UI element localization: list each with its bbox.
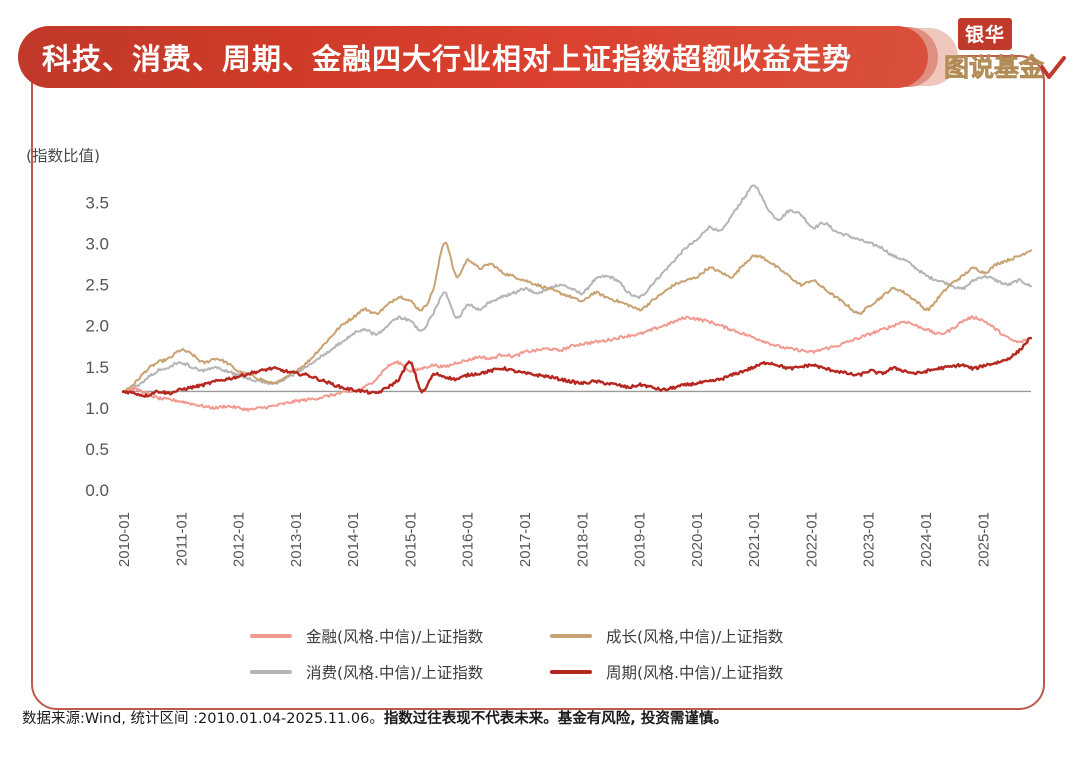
brand-logo: 银华 图说基金 (944, 18, 1066, 92)
x-axis-tick: 2012-01 (231, 512, 248, 567)
brand-name-badge: 银华 (958, 18, 1013, 50)
y-axis-tick: 2.5 (85, 276, 109, 295)
x-axis-tick: 2021-01 (746, 512, 763, 567)
banner-body: 科技、消费、周期、金融四大行业相对上证指数超额收益走势 (18, 26, 928, 88)
y-axis-tick: 2.0 (85, 317, 109, 336)
x-axis-tick: 2024-01 (918, 512, 935, 567)
brand-subtitle: 图说基金 (944, 53, 1045, 83)
legend-swatch-growth (550, 634, 592, 638)
footer-source: 数据来源:Wind, 统计区间 :2010.01.04-2025.11.06。 (22, 711, 384, 727)
y-axis-tick: 0.5 (85, 440, 109, 459)
y-axis-unit-label: (指数比值) (26, 147, 101, 165)
x-axis-tick: 2011-01 (173, 512, 190, 566)
legend-item-finance[interactable]: 金融(风格.中信)/上证指数 (250, 625, 550, 647)
footer-note: 数据来源:Wind, 统计区间 :2010.01.04-2025.11.06。指… (22, 707, 1062, 728)
x-axis-tick: 2016-01 (460, 512, 477, 567)
x-axis-tick: 2015-01 (402, 512, 419, 567)
legend-swatch-cyclical (550, 670, 592, 674)
x-axis-tick: 2018-01 (574, 512, 591, 567)
series-line (122, 315, 1032, 412)
x-axis-tick: 2025-01 (975, 512, 992, 567)
chart-container: (指数比值) 0.0 0.5 1.0 1.5 2.0 2.5 3.0 3.5 2010-01 20… (26, 130, 1045, 600)
legend-item-growth[interactable]: 成长(风格,中信)/上证指数 (550, 625, 850, 647)
x-axis-tick: 2019-01 (632, 512, 649, 567)
x-axis-tick: 2010-01 (116, 512, 133, 567)
legend-row-1: 金融(风格.中信)/上证指数 成长(风格,中信)/上证指数 (250, 618, 850, 654)
y-axis-tick: 3.0 (85, 235, 109, 254)
y-axis-tick: 3.5 (85, 194, 109, 213)
series-line (122, 241, 1032, 393)
x-axis-tick: 2020-01 (689, 512, 706, 567)
legend-item-cyclical[interactable]: 周期(风格.中信)/上证指数 (550, 661, 850, 683)
footer-disclaimer: 指数过往表现不代表未来。基金有风险, 投资需谨慎。 (383, 711, 728, 727)
legend-swatch-consumer (250, 670, 292, 674)
legend-label-growth: 成长(风格,中信)/上证指数 (606, 628, 784, 646)
y-axis-tick: 1.0 (85, 399, 109, 418)
check-mark-icon (1040, 56, 1066, 79)
line-chart-plot: 0.0 0.5 1.0 1.5 2.0 2.5 3.0 3.5 2010-01 2011-01 20… (85, 184, 1033, 567)
legend-swatch-finance (250, 634, 292, 638)
x-axis-tick: 2022-01 (803, 512, 820, 567)
x-axis-tick: 2014-01 (345, 512, 362, 567)
legend-label-cyclical: 周期(风格.中信)/上证指数 (606, 664, 784, 682)
chart-legend: 金融(风格.中信)/上证指数 成长(风格,中信)/上证指数 消费(风格.中信)/… (250, 618, 850, 690)
x-axis-tick: 2017-01 (517, 512, 534, 567)
y-axis-tick: 1.5 (85, 358, 109, 377)
y-axis-tick: 0.0 (85, 481, 109, 500)
legend-item-consumer[interactable]: 消费(风格.中信)/上证指数 (250, 661, 550, 683)
legend-label-finance: 金融(风格.中信)/上证指数 (306, 628, 484, 646)
legend-row-2: 消费(风格.中信)/上证指数 周期(风格.中信)/上证指数 (250, 654, 850, 690)
page-title: 科技、消费、周期、金融四大行业相对上证指数超额收益走势 (42, 42, 853, 76)
x-axis-tick: 2023-01 (861, 512, 878, 567)
x-axis-tick: 2013-01 (288, 512, 305, 567)
legend-label-consumer: 消费(风格.中信)/上证指数 (306, 664, 484, 682)
series-line (121, 336, 1033, 398)
